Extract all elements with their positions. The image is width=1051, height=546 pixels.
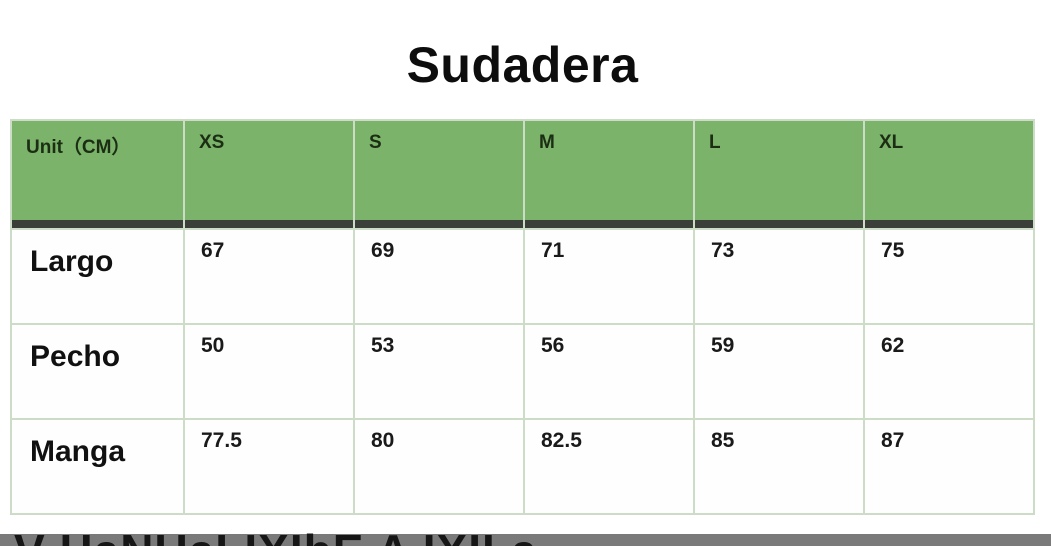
footer-cutoff-strip: V HaNUaLIXIbE A IXILa [0, 526, 1051, 546]
size-chart-table: Unit（CM） XS S M L XL Largo 67 69 71 73 7… [10, 119, 1035, 515]
cell-pecho-xl: 62 [865, 325, 1033, 418]
footer-cutoff-text: V HaNUaLIXIbE A IXILa [14, 528, 538, 546]
cell-largo-m: 71 [525, 230, 693, 323]
footer-gray-band [0, 534, 1051, 546]
header-row: Unit（CM） XS S M L XL [12, 121, 1033, 228]
cell-largo-xl: 75 [865, 230, 1033, 323]
column-header-xl: XL [865, 121, 1033, 228]
column-header-s: S [355, 121, 523, 228]
table-row-largo: Largo 67 69 71 73 75 [12, 230, 1033, 323]
cell-largo-xs: 67 [185, 230, 353, 323]
cell-largo-s: 69 [355, 230, 523, 323]
row-label-manga: Manga [12, 420, 183, 513]
row-label-pecho: Pecho [12, 325, 183, 418]
cell-pecho-xs: 50 [185, 325, 353, 418]
cell-manga-xl: 87 [865, 420, 1033, 513]
cell-manga-m: 82.5 [525, 420, 693, 513]
table-row-manga: Manga 77.5 80 82.5 85 87 [12, 420, 1033, 513]
column-header-m: M [525, 121, 693, 228]
title-wrap: Sudadera [10, 36, 1035, 94]
cell-manga-l: 85 [695, 420, 863, 513]
column-header-unit: Unit（CM） [12, 121, 183, 228]
cell-pecho-s: 53 [355, 325, 523, 418]
cell-pecho-l: 59 [695, 325, 863, 418]
table-row-pecho: Pecho 50 53 56 59 62 [12, 325, 1033, 418]
cell-manga-xs: 77.5 [185, 420, 353, 513]
cell-largo-l: 73 [695, 230, 863, 323]
column-header-xs: XS [185, 121, 353, 228]
cell-pecho-m: 56 [525, 325, 693, 418]
row-label-largo: Largo [12, 230, 183, 323]
column-header-l: L [695, 121, 863, 228]
cell-manga-s: 80 [355, 420, 523, 513]
page-title: Sudadera [406, 37, 639, 93]
